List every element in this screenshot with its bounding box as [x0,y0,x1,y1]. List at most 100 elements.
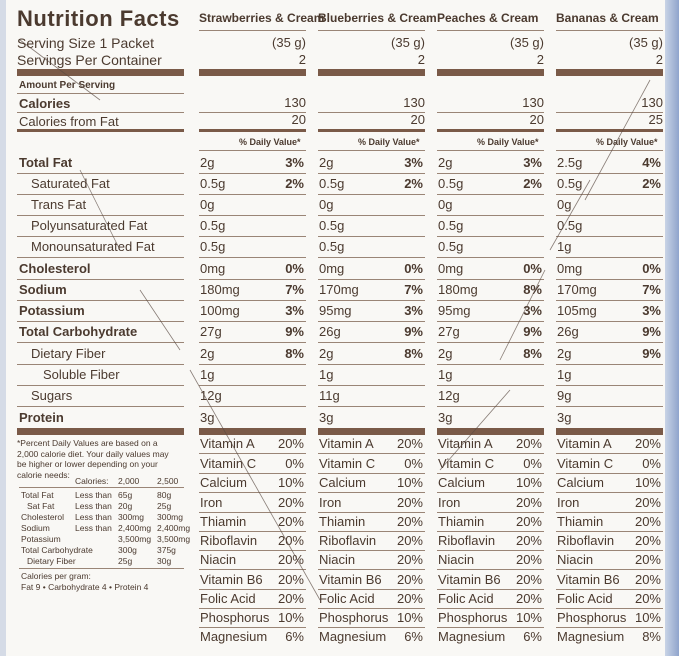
vitamin-dv-1-6: 20% [396,552,423,567]
rule-thin-b [17,112,184,113]
vit-rule-0-0 [199,453,306,454]
vit-rule-0-8 [199,608,306,609]
amount-0-7: 100mg [200,303,240,318]
vitamin-label-1-3: Iron [319,495,342,510]
vit-rule-3-3 [556,512,663,513]
rule-med-1 [17,129,184,132]
vitamin-dv-0-3: 20% [277,495,304,510]
vitamin-label-3-9: Phosphorus [557,610,627,625]
col-rule-dv-0 [199,150,306,151]
col-rule-top-3 [556,30,663,31]
amount-1-11: 11g [319,388,340,403]
col-rule-top-2 [437,30,544,31]
fn-row-a-5: 300g [118,545,137,555]
row-rule-3-11 [556,406,663,407]
row-rule-0-3 [199,236,306,237]
vitamin-dv-2-4: 20% [515,514,542,529]
row-rule-2-1 [437,194,544,195]
vit-rule-3-6 [556,569,663,570]
serving-1: (35 g) [391,35,425,50]
vitamin-dv-0-2: 10% [277,475,304,490]
amount-1-9: 2g [319,346,334,361]
row-rule-1-2 [318,215,425,216]
fn-row-name-3: Sodium [21,523,50,533]
dv-0-1: 2% [285,176,304,191]
fn-rule [19,487,184,488]
vitamin-label-1-5: Riboflavin [319,533,377,548]
row-rule-0-5 [199,279,306,280]
amount-0-10: 1g [200,367,215,382]
vit-rule-2-2 [437,492,544,493]
vitamin-label-3-1: Vitamin C [557,456,614,471]
fn-row-b-3: 2,400mg [157,523,191,533]
vitamin-dv-2-8: 20% [515,591,542,606]
dv-1-9: 8% [404,346,423,361]
dv-3-7: 3% [642,303,661,318]
row-rule-2-5 [437,279,544,280]
fn-row-b-6: 30g [157,556,172,566]
vitamin-dv-1-5: 20% [396,533,423,548]
dv-3-8: 9% [642,324,661,339]
nutrient-label-8: Total Carbohydrate [19,324,138,339]
vitamin-dv-3-5: 20% [634,533,661,548]
vitamin-dv-1-4: 20% [396,514,423,529]
row-rule-2-9 [437,364,544,365]
vit-rule-2-5 [437,550,544,551]
dv-header-0: % Daily Value* [239,137,301,147]
vit-rule-2-6 [437,569,544,570]
vit-rule-3-4 [556,531,663,532]
amount-2-10: 1g [438,367,453,382]
vitamin-dv-3-6: 20% [634,552,661,567]
vit-rule-0-3 [199,512,306,513]
calories-from-fat-label: Calories from Fat [19,114,119,129]
row-rule-1-5 [318,279,425,280]
amount-0-8: 27g [200,324,222,339]
vitamin-label-1-2: Calcium [319,475,366,490]
product-name-1: Blueberries & Cream [318,11,437,25]
amount-1-4: 0.5g [319,239,345,254]
fn-row-cond-0: Less than [75,490,112,500]
row-rule-1-9 [318,364,425,365]
row-rule-1-10 [318,385,425,386]
amount-1-2: 0g [319,197,334,212]
nutrient-rule-0 [17,173,184,174]
row-rule-0-8 [199,342,306,343]
fn-row-cond-3: Less than [75,523,112,533]
nutrient-rule-7 [17,321,184,322]
dv-header-2: % Daily Value* [477,137,539,147]
amount-2-8: 27g [438,324,460,339]
vitamin-dv-2-6: 20% [515,552,542,567]
vitamin-label-1-4: Thiamin [319,514,366,529]
row-rule-3-3 [556,236,663,237]
box-edge-right [665,0,679,656]
fn-rule-2 [19,568,184,569]
cal-fat-0: 20 [291,112,306,127]
vitamin-dv-2-1: 0% [523,456,542,471]
vit-rule-3-0 [556,453,663,454]
servings-2: 2 [536,52,544,67]
serving-0: (35 g) [272,35,306,50]
calories-label: Calories [19,96,71,111]
dv-1-1: 2% [404,176,423,191]
vitamin-dv-2-2: 10% [515,475,542,490]
dv-3-6: 7% [642,282,661,297]
col-rule-med-3 [556,129,663,132]
footnote-text: *Percent Daily Values are based on a 2,0… [17,438,169,480]
amount-0-9: 2g [200,346,215,361]
vitamin-label-1-10: Magnesium [319,629,387,644]
vitamin-label-2-7: Vitamin B6 [438,572,501,587]
nutrient-label-0: Total Fat [19,155,73,170]
calories-0: 130 [284,95,306,110]
calories-1: 130 [403,95,425,110]
nutrient-label-9: Dietary Fiber [31,346,106,361]
vit-rule-3-9 [556,627,663,628]
row-rule-3-6 [556,300,663,301]
nutrient-label-3: Polyunsaturated Fat [31,218,148,233]
amount-1-10: 1g [319,367,334,382]
amount-1-3: 0.5g [319,218,345,233]
fn-row-b-1: 25g [157,501,172,511]
dv-header-3: % Daily Value* [596,137,658,147]
dv-2-6: 8% [523,282,542,297]
vit-rule-0-4 [199,531,306,532]
